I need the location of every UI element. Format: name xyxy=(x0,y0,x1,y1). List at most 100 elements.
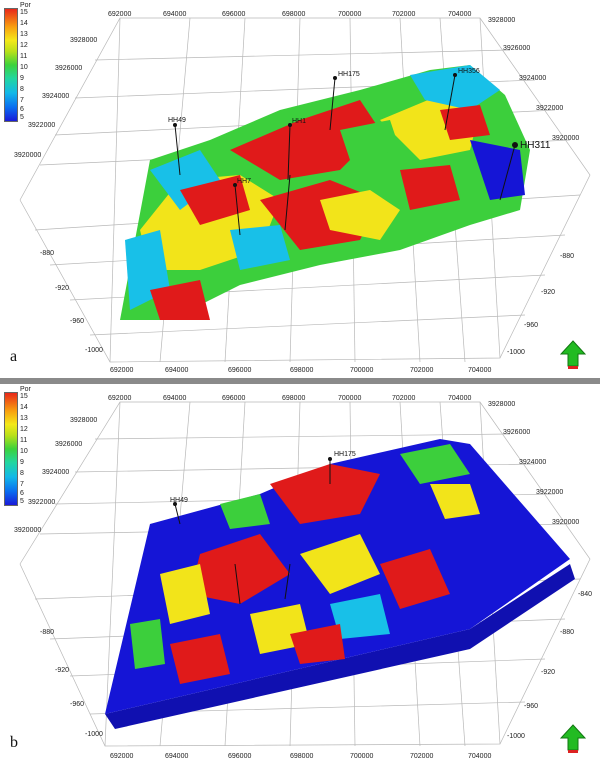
svg-text:696000: 696000 xyxy=(222,11,245,18)
legend-title: Por xyxy=(20,2,31,9)
porosity-volume-a xyxy=(120,65,530,320)
svg-text:-880: -880 xyxy=(40,629,54,636)
well-label-hh356-a: HH356 xyxy=(458,68,480,75)
svg-text:-920: -920 xyxy=(541,289,555,296)
legend-label: 12 xyxy=(20,426,28,433)
svg-text:-960: -960 xyxy=(524,703,538,710)
panel-divider xyxy=(0,378,600,384)
legend-label: 7 xyxy=(20,97,24,104)
svg-text:3926000: 3926000 xyxy=(55,65,82,72)
svg-text:-1000: -1000 xyxy=(85,347,103,354)
legend-label: 14 xyxy=(20,404,28,411)
svg-text:3926000: 3926000 xyxy=(503,45,530,52)
north-arrow-icon xyxy=(560,724,586,753)
svg-text:-880: -880 xyxy=(40,250,54,257)
svg-text:700000: 700000 xyxy=(338,11,361,18)
svg-text:696000: 696000 xyxy=(228,367,251,374)
well-heads-b xyxy=(173,457,332,506)
well-label-hh175-a: HH175 xyxy=(338,71,360,78)
legend-label: 13 xyxy=(20,31,28,38)
panel-b-porosity-model: HH49 HH175 692000 694000 696000 698000 7… xyxy=(0,384,600,761)
porosity-color-legend-b: Por 15 14 13 12 11 10 9 8 7 6 5 xyxy=(2,386,40,506)
legend-label: 10 xyxy=(20,64,28,71)
legend-label: 5 xyxy=(20,498,24,505)
svg-text:3920000: 3920000 xyxy=(14,152,41,159)
svg-text:692000: 692000 xyxy=(110,367,133,374)
legend-label: 9 xyxy=(20,75,24,82)
svg-text:694000: 694000 xyxy=(165,367,188,374)
depth-left-ticks-b: -880 -920 -960 -1000 xyxy=(40,629,103,738)
svg-text:696000: 696000 xyxy=(222,395,245,402)
porosity-color-legend-a: Por 15 14 13 12 11 10 9 8 7 6 5 xyxy=(2,2,40,122)
wells-b xyxy=(174,459,331,605)
svg-text:702000: 702000 xyxy=(410,367,433,374)
bottom-x-ticks-a: 692000 694000 696000 698000 700000 70200… xyxy=(110,367,491,374)
svg-text:-840: -840 xyxy=(578,591,592,598)
svg-text:3924000: 3924000 xyxy=(519,459,546,466)
svg-text:-960: -960 xyxy=(70,701,84,708)
svg-text:-880: -880 xyxy=(560,253,574,260)
svg-text:694000: 694000 xyxy=(163,11,186,18)
legend-label: 7 xyxy=(20,481,24,488)
panel-a-3d-view: HH49 HH175 HH356 HH311 HH1 HH7 692000 69… xyxy=(14,11,591,374)
svg-text:3922000: 3922000 xyxy=(28,122,55,129)
svg-text:704000: 704000 xyxy=(468,753,491,760)
depth-right-ticks-b: -840 -880 -920 -960 -1000 xyxy=(507,591,592,740)
legend-label: 11 xyxy=(20,437,28,444)
legend-label: 11 xyxy=(20,53,28,60)
legend-color-bar xyxy=(4,8,18,122)
well-label-hh311-a: HH311 xyxy=(520,140,551,151)
svg-text:-1000: -1000 xyxy=(85,731,103,738)
svg-text:692000: 692000 xyxy=(110,753,133,760)
svg-text:-920: -920 xyxy=(55,667,69,674)
panel-b-3d-view: HH49 HH175 692000 694000 696000 698000 7… xyxy=(14,395,592,760)
legend-title: Por xyxy=(20,386,31,393)
well-label-hh7-a: HH7 xyxy=(237,178,251,185)
legend-label: 10 xyxy=(20,448,28,455)
legend-color-bar xyxy=(4,392,18,506)
top-x-ticks-a: 692000 694000 696000 698000 700000 70200… xyxy=(108,11,471,18)
svg-text:3922000: 3922000 xyxy=(536,105,563,112)
svg-text:3920000: 3920000 xyxy=(14,527,41,534)
legend-label: 14 xyxy=(20,20,28,27)
svg-text:3920000: 3920000 xyxy=(552,135,579,142)
well-label-hh175-b: HH175 xyxy=(334,451,356,458)
svg-text:700000: 700000 xyxy=(350,753,373,760)
svg-text:702000: 702000 xyxy=(410,753,433,760)
svg-text:700000: 700000 xyxy=(338,395,361,402)
right-y-ticks-b: 3928000 3926000 3924000 3922000 3920000 xyxy=(488,401,579,526)
svg-text:-920: -920 xyxy=(55,285,69,292)
svg-text:704000: 704000 xyxy=(448,395,471,402)
svg-text:692000: 692000 xyxy=(108,395,131,402)
wells-a xyxy=(174,74,516,236)
svg-text:702000: 702000 xyxy=(392,11,415,18)
svg-text:3920000: 3920000 xyxy=(552,519,579,526)
north-arrow-icon xyxy=(560,340,586,369)
left-y-ticks-a: 3928000 3926000 3924000 3922000 3920000 xyxy=(14,37,97,159)
svg-text:3922000: 3922000 xyxy=(28,499,55,506)
legend-label: 15 xyxy=(20,393,28,400)
well-label-hh49-b: HH49 xyxy=(170,497,188,504)
legend-label: 15 xyxy=(20,9,28,16)
svg-text:3926000: 3926000 xyxy=(55,441,82,448)
svg-text:698000: 698000 xyxy=(282,395,305,402)
depth-right-ticks-a: -880 -920 -960 -1000 xyxy=(507,253,574,356)
bottom-x-ticks-b: 692000 694000 696000 698000 700000 70200… xyxy=(110,753,491,760)
svg-text:694000: 694000 xyxy=(165,753,188,760)
svg-text:-880: -880 xyxy=(560,629,574,636)
left-y-ticks-b: 3928000 3926000 3924000 3922000 3920000 xyxy=(14,417,97,534)
legend-label: 5 xyxy=(20,114,24,121)
well-heads-a xyxy=(173,73,518,187)
svg-text:698000: 698000 xyxy=(290,753,313,760)
svg-text:-1000: -1000 xyxy=(507,349,525,356)
svg-text:-920: -920 xyxy=(541,669,555,676)
right-y-ticks-a: 3928000 3926000 3924000 3922000 3920000 xyxy=(488,17,579,142)
top-x-ticks-b: 692000 694000 696000 698000 700000 70200… xyxy=(108,395,471,402)
svg-text:704000: 704000 xyxy=(468,367,491,374)
svg-text:692000: 692000 xyxy=(108,11,131,18)
svg-text:698000: 698000 xyxy=(290,367,313,374)
svg-text:-960: -960 xyxy=(70,318,84,325)
svg-text:3928000: 3928000 xyxy=(70,417,97,424)
svg-text:3922000: 3922000 xyxy=(536,489,563,496)
well-label-hh49-a: HH49 xyxy=(168,117,186,124)
